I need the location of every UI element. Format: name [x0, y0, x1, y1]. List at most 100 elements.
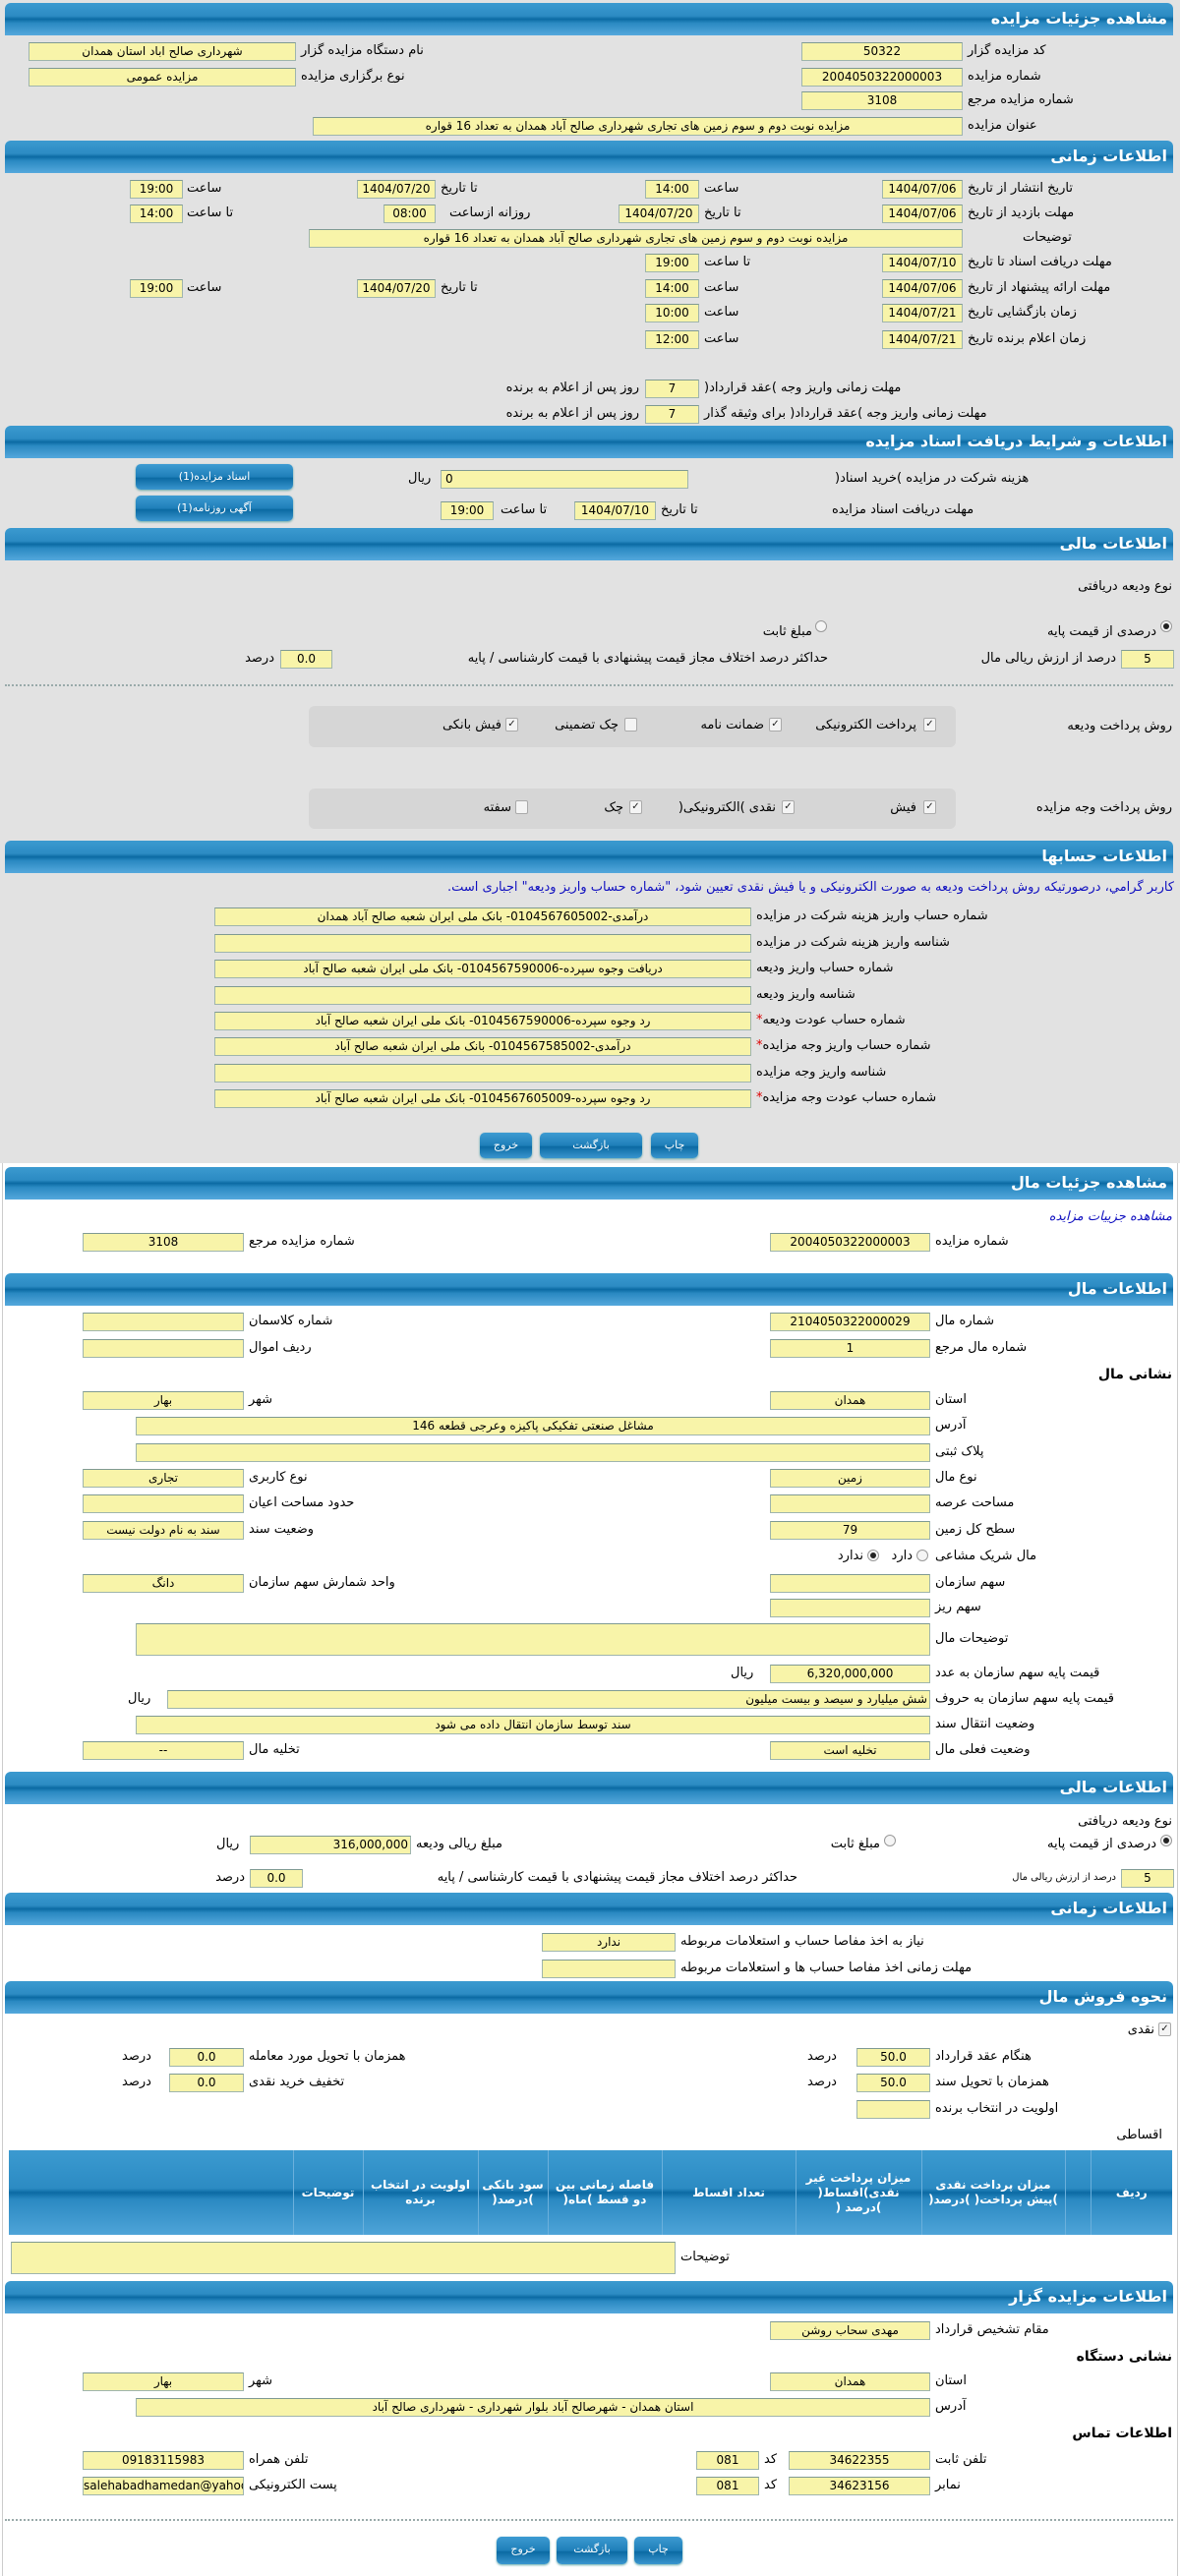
section-auctioneer: اطلاعات مزایده گزار [5, 2281, 1173, 2313]
deposit-fixed-label: مبلغ ثابت [762, 624, 812, 639]
back-button[interactable]: بازگشت [557, 2537, 627, 2564]
deposit-percent-radio[interactable] [1160, 620, 1172, 632]
item-plate-field [136, 1443, 930, 1462]
auction-subject-field: مزایده نوبت دوم و سوم زمین های تجاری شهر… [313, 117, 963, 136]
account-label-text: شناسه واریز وجه مزایده [756, 1065, 887, 1080]
column-header [1064, 2150, 1091, 2235]
newspaper-ad-button[interactable]: آگهی روزنامه(1) [136, 496, 293, 521]
deposit-methods-group: ✓ پرداخت الکترونیکی ✓ ضمانت نامه چک تضمی… [309, 706, 956, 747]
item-kind-label: نوع مال [935, 1470, 977, 1485]
section-item-details: مشاهده جزئیات مال [5, 1167, 1173, 1200]
org-city-field: بهار [83, 2372, 244, 2391]
print-button[interactable]: چاپ [634, 2537, 682, 2564]
accounts-notice: کاربر گرامي، درصورتیکه روش پرداخت ودیعه … [446, 880, 1174, 895]
deposit-percent-radio[interactable] [1160, 1835, 1172, 1846]
deposit-type-label: نوع ودیعه دریافتی [1078, 579, 1172, 594]
days-after-label: روز پس از اعلام به برنده [505, 406, 639, 421]
docs-deadline-date: 1404/07/10 [882, 254, 963, 272]
item-deed-label: وضعیت سند [249, 1522, 315, 1537]
authority-label: مقام تشخیص قرارداد [935, 2322, 1049, 2337]
column-header: میزان پرداخت غیر نقدی)اقساط( )درصد ( [795, 2150, 921, 2235]
to-date-label: تا تاریخ [661, 502, 698, 517]
exit-button[interactable]: خروج [480, 1133, 532, 1158]
section-accounts: اطلاعات حسابها [5, 841, 1173, 873]
price-words-field: شش میلیارد و سیصد و بیست میلیون [167, 1690, 930, 1709]
item-usage-label: نوع کاربری [249, 1470, 308, 1485]
print-button[interactable]: چاپ [651, 1133, 698, 1158]
payment-method-cheque-checkbox[interactable]: ✓ [629, 800, 642, 814]
exit-button[interactable]: خروج [497, 2537, 550, 2564]
mobile-field: 09183115983 [83, 2451, 244, 2470]
cash-label: نقدی [1127, 2022, 1154, 2037]
org-province-field: همدان [770, 2372, 930, 2391]
delivery-field: 0.0 [169, 2048, 244, 2067]
price-label: قیمت پایه سهم سازمان به عدد [935, 1666, 1100, 1680]
deposit-percent-label: درصدی از قیمت پایه [1047, 624, 1156, 639]
price-words-label: قیمت پایه سهم سازمان به حروف [935, 1691, 1114, 1706]
payment-deadline-label: مهلت زمانی واریز وجه )عقد قرارداد( [704, 381, 902, 395]
shared-no-label: ندارد [837, 1549, 863, 1563]
deposit-fixed-radio[interactable] [815, 620, 827, 632]
item-area-label: مساحت عرصه [935, 1495, 1015, 1510]
winner-time: 12:00 [645, 330, 699, 349]
item-org-share-label: سهم سازمان [935, 1575, 1006, 1590]
payment-method-label: فیش [890, 800, 916, 815]
account-field: دریافت وجوه سپرده-0104567590006- بانک مل… [214, 960, 751, 978]
deposit-type-label: نوع ودیعه دریافتی [1078, 1814, 1172, 1829]
deposit-percent-label: درصدی از قیمت پایه [1047, 1837, 1156, 1851]
timing-desc-label: توضیحات [1023, 230, 1072, 245]
shared-yes-label: دارد [891, 1549, 913, 1563]
shared-no-radio[interactable] [867, 1550, 879, 1561]
deposit-method-bank-slip-checkbox[interactable]: ✓ [505, 718, 518, 732]
section-item-info: اطلاعات مال [5, 1273, 1173, 1306]
shared-label: مال شریک مشاعی [935, 1549, 1037, 1563]
code-label: کد [764, 2478, 778, 2492]
payment-method-cash-checkbox[interactable]: ✓ [782, 800, 795, 814]
max-diff-field: 0.0 [250, 1869, 303, 1888]
deposit-fixed-radio[interactable] [884, 1835, 896, 1846]
item-evac-field: -- [83, 1741, 244, 1760]
org-address-heading: نشانی دستگاه [1076, 2349, 1172, 2365]
deposit-method-guarantee-checkbox[interactable]: ✓ [769, 718, 782, 732]
item-item-no-label: شماره مال [935, 1314, 994, 1328]
hour-label: ساعت [704, 305, 739, 320]
payment-method-label: روش پرداخت وجه مزایده [1035, 800, 1172, 815]
auction-type-label: نوع برگزاری مزایده [301, 69, 405, 84]
item-row-field [83, 1339, 244, 1358]
table-header-row: ردیف میزان پرداخت نقدی )پیش پرداخت( )درص… [9, 2150, 1172, 2235]
phone-code-field: 081 [696, 2451, 759, 2470]
item-auction-number-label: شماره مزایده [935, 1234, 1009, 1249]
installments-table: ردیف میزان پرداخت نقدی )پیش پرداخت( )درص… [9, 2150, 1172, 2235]
section-title: نحوه فروش مال [1038, 1987, 1167, 2006]
payment-method-label: سفته [483, 800, 511, 815]
percent-unit: درصد [122, 2075, 151, 2089]
cash-checkbox[interactable]: ✓ [1158, 2022, 1171, 2036]
item-address-field: مشاغل صنعتی تفکیکی پاکیزه وعرجی قطعه 146 [136, 1417, 930, 1435]
daily-from-label: روزانه ازساعت [449, 205, 531, 220]
account-field [214, 1064, 751, 1083]
deposit-method-electronic-checkbox[interactable]: ✓ [923, 718, 936, 732]
shared-yes-radio[interactable] [916, 1550, 928, 1561]
section-item-timing: اطلاعات زمانی [5, 1893, 1173, 1925]
deposit-method-cheque-checkbox[interactable] [624, 718, 637, 732]
auction-documents-button[interactable]: اسناد مزایده(1) [136, 464, 293, 490]
column-header: اولویت در انتخاب برنده [362, 2150, 478, 2235]
code-label: کد [764, 2452, 778, 2467]
view-auction-details-link[interactable]: مشاهده جزییات مزایده [1048, 1209, 1172, 1224]
transfer-field: سند توسط سازمان انتقال داده می شود [136, 1716, 930, 1734]
account-field: رد وجوه سپرده-0104567590006- بانک ملی ای… [214, 1012, 751, 1030]
item-plate-label: پلاک ثبتی [935, 1444, 984, 1459]
payment-method-promissory-checkbox[interactable] [515, 800, 528, 814]
item-building-label: حدود مساحت اعیان [249, 1495, 355, 1510]
to-date-label: تا تاریخ [441, 181, 478, 196]
auction-ref-field: 3108 [801, 91, 963, 110]
payment-deadline-days: 7 [645, 380, 699, 398]
authority-field: مهدی سحاب روشن [770, 2321, 930, 2340]
back-button[interactable]: بازگشت [540, 1133, 642, 1158]
section-title: اطلاعات زمانی [1050, 146, 1167, 165]
clearance-need-label: نیاز به اخذ مفاصا حساب و استعلامات مربوط… [680, 1934, 924, 1949]
item-minor-field [770, 1599, 930, 1617]
column-header: میزان پرداخت نقدی )پیش پرداخت( )درصد( [920, 2150, 1065, 2235]
account-label: شماره حساب عودت وجه مزایده* [756, 1089, 936, 1107]
payment-method-slip-checkbox[interactable]: ✓ [923, 800, 936, 814]
